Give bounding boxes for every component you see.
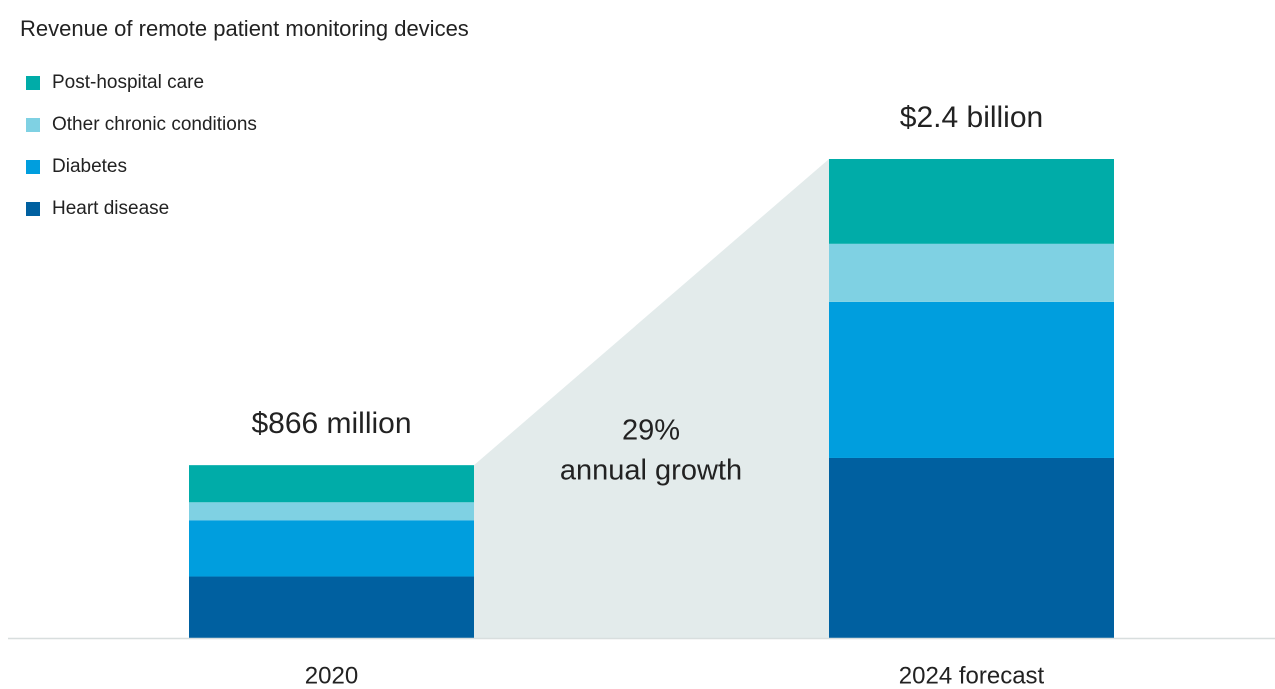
- bar-segment: [189, 576, 474, 638]
- annotation: annual growth: [560, 455, 742, 487]
- x-tick-label: 2024 forecast: [899, 662, 1045, 689]
- bar-segment: [829, 243, 1114, 302]
- bar-segment: [189, 520, 474, 577]
- bar-segment: [829, 457, 1114, 638]
- growth-connector: [474, 159, 829, 638]
- annotation: 29%: [622, 415, 680, 447]
- legend-swatch: [26, 76, 40, 90]
- bar-segment: [189, 465, 474, 503]
- bar-segment: [829, 159, 1114, 244]
- chart-title: Revenue of remote patient monitoring dev…: [20, 16, 469, 41]
- legend-label: Other chronic conditions: [52, 114, 257, 135]
- bar-segment: [829, 301, 1114, 458]
- legend-label: Post-hospital care: [52, 72, 204, 93]
- legend-label: Heart disease: [52, 198, 169, 219]
- x-tick-label: 2020: [305, 662, 358, 689]
- total-label: $866 million: [251, 407, 411, 440]
- bar-segment: [189, 502, 474, 521]
- legend-swatch: [26, 202, 40, 216]
- total-label: $2.4 billion: [900, 101, 1043, 134]
- legend-swatch: [26, 118, 40, 132]
- legend-swatch: [26, 160, 40, 174]
- legend-label: Diabetes: [52, 156, 127, 177]
